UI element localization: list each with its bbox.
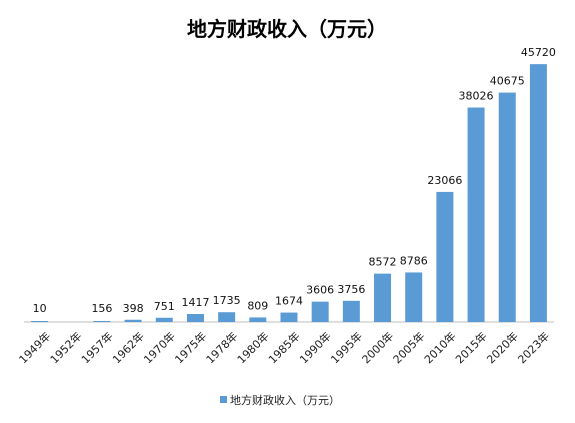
x-tick-label-1957年: 1957年 [78, 329, 115, 366]
x-tick-label-2020年: 2020年 [484, 329, 521, 366]
bar-2023年 [529, 64, 547, 322]
bar-1962年 [124, 319, 142, 322]
data-label-2010年: 23066 [427, 174, 462, 187]
data-label-1949年: 10 [33, 302, 47, 315]
bar-1978年 [218, 312, 236, 322]
data-label-1995年: 3756 [337, 283, 365, 296]
x-tick-label-2015年: 2015年 [452, 329, 489, 366]
x-tick-label-1975年: 1975年 [172, 329, 209, 366]
x-tick-label-1995年: 1995年 [328, 329, 365, 366]
data-label-2023年: 45720 [521, 46, 556, 59]
bar-2015年 [467, 107, 485, 322]
x-tick-label-1980年: 1980年 [234, 329, 271, 366]
bar-1970年 [155, 317, 173, 322]
bar-group [31, 64, 547, 322]
x-tick-label-2000年: 2000年 [359, 329, 396, 366]
x-tick-label-2005年: 2005年 [390, 329, 427, 366]
data-label-2000年: 8572 [369, 256, 397, 269]
x-tick-label-1962年: 1962年 [109, 329, 146, 366]
bar-2005年 [405, 272, 423, 322]
bar-1995年 [342, 300, 360, 322]
x-tick-label-1978年: 1978年 [203, 329, 240, 366]
chart-title: 地方财政收入（万元） [187, 17, 387, 41]
x-tick-label-1952年: 1952年 [47, 329, 84, 366]
bar-2020年 [498, 92, 516, 322]
x-tick-label-1990年: 1990年 [296, 329, 333, 366]
x-tick-label-2023年: 2023年 [515, 329, 552, 366]
bar-1957年 [93, 321, 111, 322]
bar-1990年 [311, 301, 329, 322]
data-label-1975年: 1417 [181, 296, 209, 309]
x-tick-label-2010年: 2010年 [421, 329, 458, 366]
legend-swatch [220, 396, 227, 403]
bar-1949年 [31, 321, 49, 322]
bar-2010年 [436, 191, 454, 322]
legend-label: 地方财政收入（万元） [230, 393, 340, 407]
data-label-2020年: 40675 [490, 75, 525, 88]
data-label-1985年: 1674 [275, 295, 303, 308]
data-label-1970年: 751 [154, 300, 175, 313]
x-tick-label-group: 1949年1952年1957年1962年1970年1975年1978年1980年… [16, 329, 552, 366]
bar-2000年 [374, 273, 392, 322]
x-tick-label-1949年: 1949年 [16, 329, 53, 366]
bar-1985年 [280, 312, 298, 322]
data-label-1962年: 398 [123, 302, 144, 315]
legend: 地方财政收入（万元） [220, 393, 340, 407]
bar-1980年 [249, 317, 267, 322]
data-label-1957年: 156 [91, 302, 112, 315]
data-label-2015年: 38026 [459, 90, 494, 103]
data-label-1978年: 1735 [213, 294, 241, 307]
x-tick-label-1985年: 1985年 [265, 329, 302, 366]
data-label-2005年: 8786 [400, 254, 428, 267]
data-label-1990年: 3606 [306, 284, 334, 297]
data-label-1980年: 809 [247, 299, 268, 312]
bar-1975年 [186, 314, 204, 322]
x-tick-label-1970年: 1970年 [141, 329, 178, 366]
